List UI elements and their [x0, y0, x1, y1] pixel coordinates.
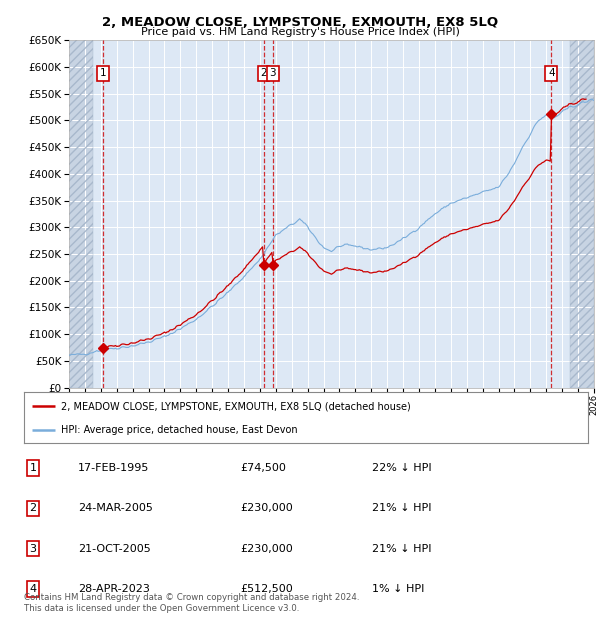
Text: 24-MAR-2005: 24-MAR-2005: [78, 503, 153, 513]
Text: 22% ↓ HPI: 22% ↓ HPI: [372, 463, 431, 473]
Text: Price paid vs. HM Land Registry's House Price Index (HPI): Price paid vs. HM Land Registry's House …: [140, 27, 460, 37]
Text: 21% ↓ HPI: 21% ↓ HPI: [372, 544, 431, 554]
Text: £230,000: £230,000: [240, 544, 293, 554]
Text: 4: 4: [29, 584, 37, 594]
Text: 2, MEADOW CLOSE, LYMPSTONE, EXMOUTH, EX8 5LQ: 2, MEADOW CLOSE, LYMPSTONE, EXMOUTH, EX8…: [102, 16, 498, 29]
Text: 1: 1: [100, 68, 106, 78]
Text: 17-FEB-1995: 17-FEB-1995: [78, 463, 149, 473]
Text: £74,500: £74,500: [240, 463, 286, 473]
Text: £512,500: £512,500: [240, 584, 293, 594]
Text: 2, MEADOW CLOSE, LYMPSTONE, EXMOUTH, EX8 5LQ (detached house): 2, MEADOW CLOSE, LYMPSTONE, EXMOUTH, EX8…: [61, 401, 410, 411]
Text: 28-APR-2023: 28-APR-2023: [78, 584, 150, 594]
Text: 1: 1: [29, 463, 37, 473]
Bar: [69, 40, 93, 388]
Text: Contains HM Land Registry data © Crown copyright and database right 2024.
This d: Contains HM Land Registry data © Crown c…: [24, 593, 359, 613]
Text: 4: 4: [548, 68, 554, 78]
Text: 21% ↓ HPI: 21% ↓ HPI: [372, 503, 431, 513]
Text: 2: 2: [29, 503, 37, 513]
Text: 3: 3: [29, 544, 37, 554]
Bar: [69, 40, 93, 388]
Text: 2: 2: [260, 68, 267, 78]
Bar: [570, 40, 594, 388]
Text: £230,000: £230,000: [240, 503, 293, 513]
Text: 1% ↓ HPI: 1% ↓ HPI: [372, 584, 424, 594]
Text: 3: 3: [269, 68, 276, 78]
Bar: [570, 40, 594, 388]
Text: 21-OCT-2005: 21-OCT-2005: [78, 544, 151, 554]
Text: HPI: Average price, detached house, East Devon: HPI: Average price, detached house, East…: [61, 425, 297, 435]
